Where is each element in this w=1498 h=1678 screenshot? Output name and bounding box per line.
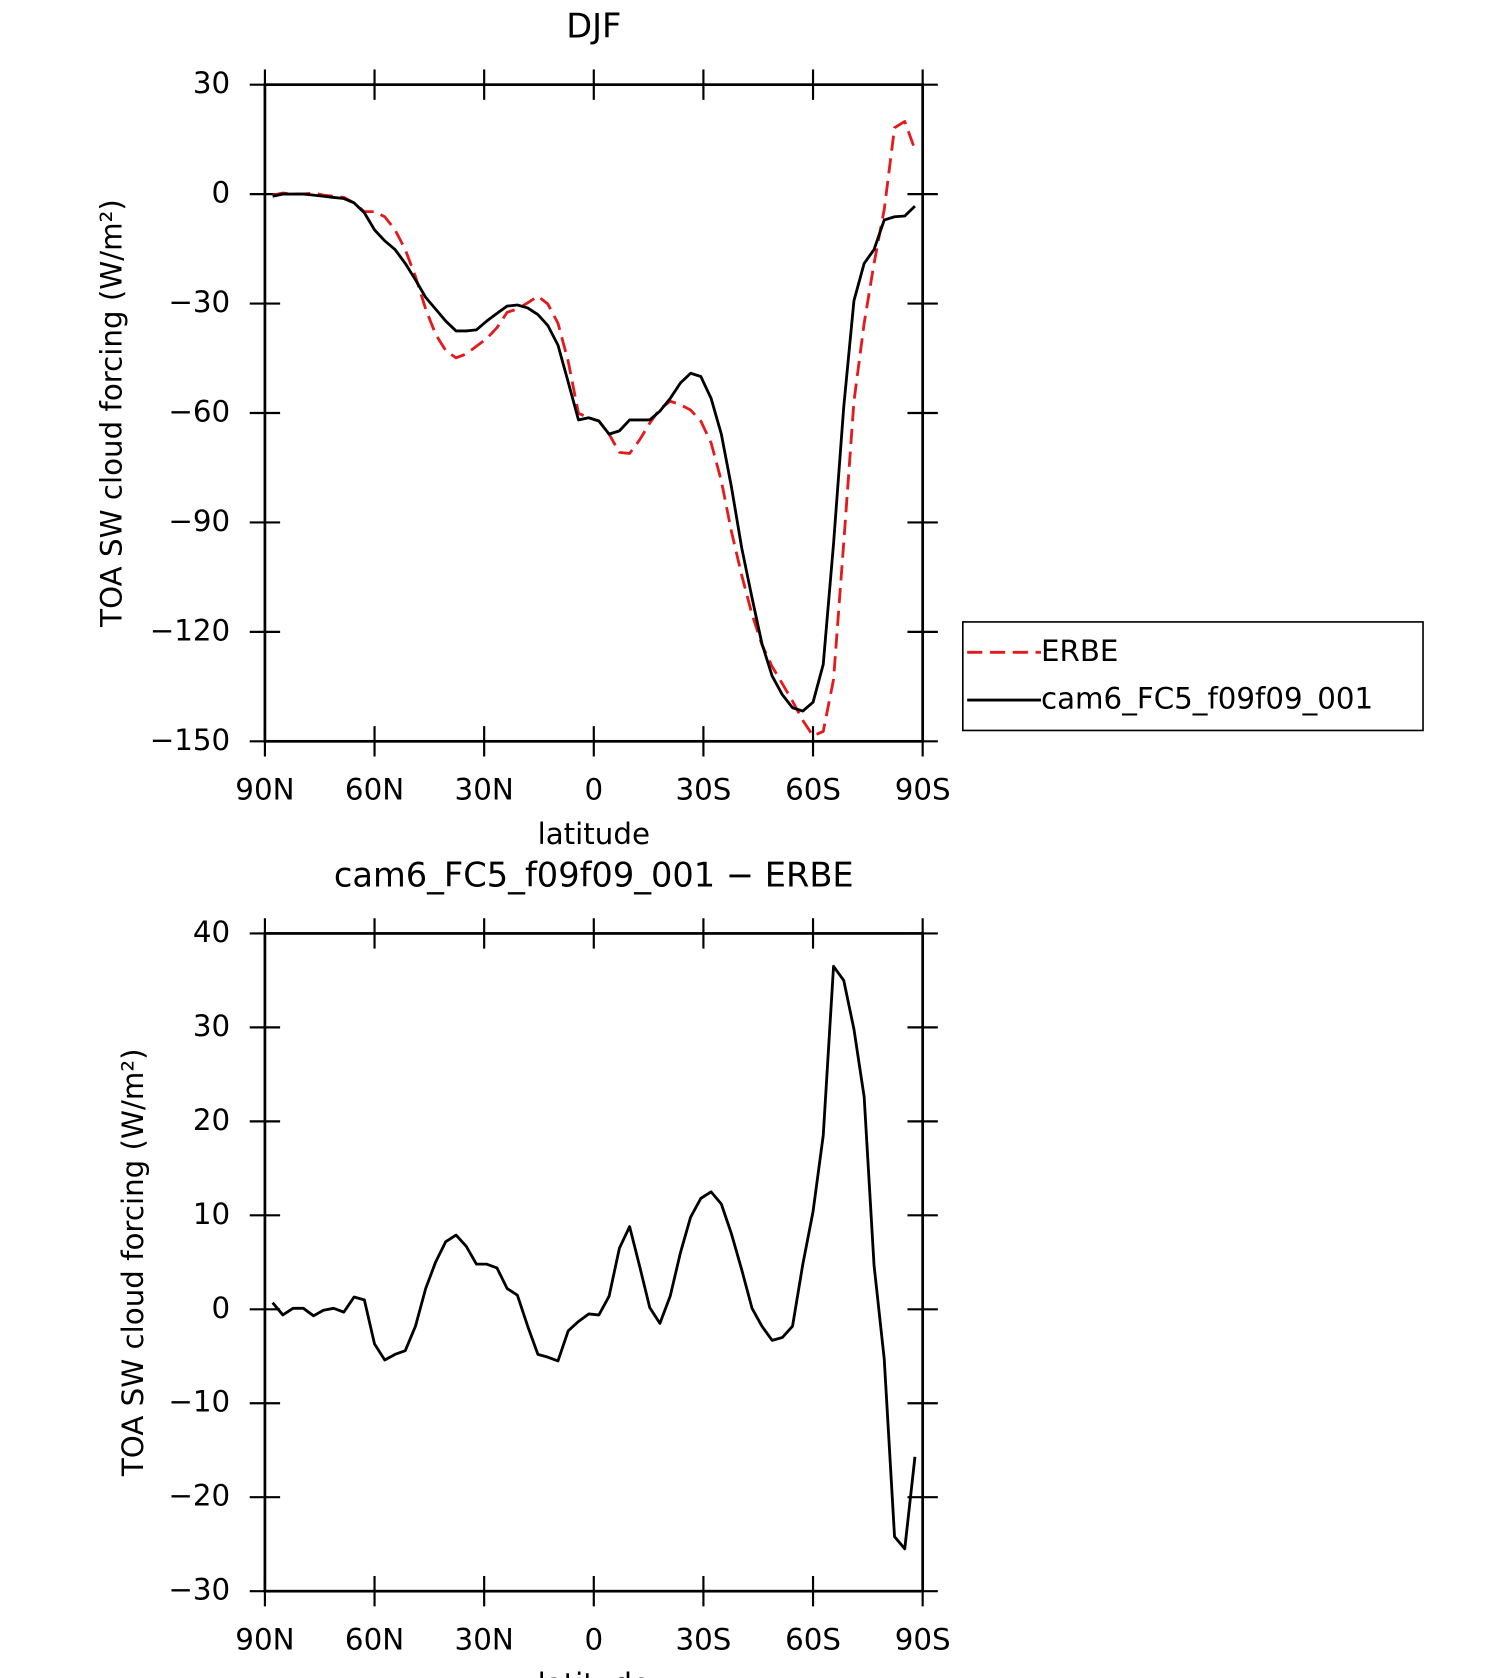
y-tick-label: 0 [212,176,231,210]
x-tick-label: 30N [455,1623,514,1657]
data-line [272,192,916,713]
x-tick-label: 90S [895,1623,951,1657]
y-tick-label: −150 [150,723,230,757]
y-tick-label: −60 [168,394,230,428]
chart-title: cam6_FC5_f09f09_001 − ERBE [334,855,854,894]
legend-box [962,621,1424,732]
x-axis-label: latitude [538,1667,650,1678]
x-tick-label: 30S [675,773,731,807]
y-tick-label: −30 [168,1573,230,1607]
x-tick-label: 90N [235,773,294,807]
y-tick-label: 10 [193,1197,230,1231]
plot-frame [263,932,925,1593]
data-line [271,964,917,1551]
y-tick-label: 30 [193,1009,230,1043]
x-tick-label: 90N [235,1623,294,1657]
y-tick-label: −20 [168,1479,230,1513]
x-tick-label: 60S [785,773,841,807]
x-tick-label: 0 [584,773,603,807]
x-tick-label: 60S [785,1623,841,1657]
y-tick-label: 0 [212,1291,231,1325]
x-tick-label: 0 [584,1623,603,1657]
legend-label: cam6_FC5_f09f09_001 [1041,682,1373,716]
y-axis-label: TOA SW cloud forcing (W/m²) [94,199,128,628]
x-tick-label: 30N [455,773,514,807]
plot-frame [263,83,925,743]
y-tick-label: −10 [168,1385,230,1419]
data-line [272,120,917,738]
x-axis-label: latitude [538,817,650,851]
y-tick-label: −90 [168,504,230,538]
y-axis-label: TOA SW cloud forcing (W/m²) [116,1048,150,1477]
legend-label: ERBE [1041,634,1118,668]
y-tick-label: −30 [168,285,230,319]
chart-title: DJF [566,7,621,46]
x-tick-label: 60N [345,773,404,807]
x-tick-label: 60N [345,1623,404,1657]
x-tick-label: 30S [675,1623,731,1657]
y-tick-label: 30 [193,66,230,100]
x-tick-label: 90S [895,773,951,807]
y-tick-label: 40 [193,915,230,949]
y-tick-label: −120 [150,613,230,647]
y-tick-label: 20 [193,1103,230,1137]
